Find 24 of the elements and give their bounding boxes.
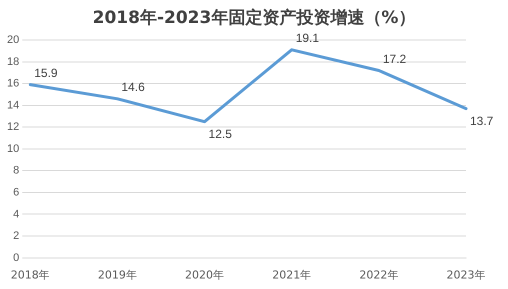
y-tick-label: 4: [13, 208, 20, 220]
y-tick-label: 8: [13, 164, 20, 177]
data-label: 15.9: [34, 66, 58, 80]
y-tick-label: 18: [6, 56, 20, 68]
data-label: 13.7: [470, 114, 494, 128]
x-tick-label: 2019年: [98, 268, 137, 282]
x-tick-label: 2022年: [359, 268, 398, 282]
data-label: 12.5: [208, 126, 232, 141]
x-tick-label: 2020年: [185, 268, 224, 282]
y-tick-label: 20: [6, 34, 20, 46]
data-label: 19.1: [296, 31, 320, 46]
y-tick-label: 16: [6, 78, 20, 90]
y-tick-label: 14: [6, 99, 20, 112]
y-tick-label: 6: [13, 186, 20, 198]
x-tick-label: 2023年: [446, 268, 486, 282]
data-label: 17.2: [382, 52, 407, 66]
x-tick-label: 2018年: [10, 268, 50, 282]
data-label: 14.6: [121, 80, 146, 94]
y-tick-label: 0: [13, 252, 20, 264]
x-tick-label: 2021年: [272, 268, 312, 282]
chart-title: 2018年-2023年固定资产投资增速（%）: [92, 7, 416, 29]
y-tick-label: 10: [6, 142, 20, 155]
y-tick-label: 12: [6, 121, 20, 134]
y-tick-label: 2: [13, 230, 20, 242]
